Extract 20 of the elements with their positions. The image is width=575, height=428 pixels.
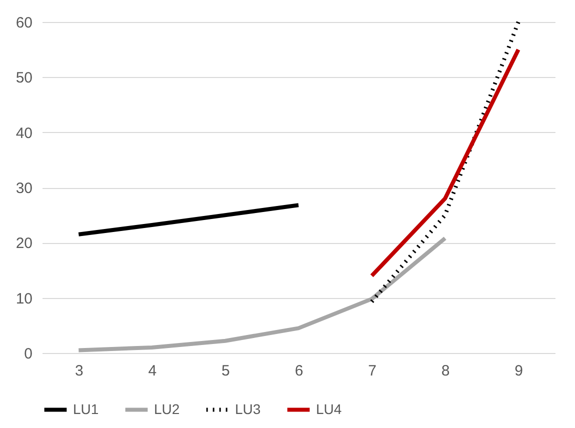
y-tick-label: 60 [16,14,32,32]
x-tick-label: 8 [441,362,450,380]
x-tick-label: 4 [148,362,157,380]
y-tick-label: 20 [16,235,32,252]
x-tick-label: 7 [368,362,376,380]
x-tick-label: 9 [514,362,524,380]
y-tick-label: 30 [16,180,32,197]
x-tick-label: 6 [294,362,304,380]
y-tick-label: 50 [16,70,32,87]
legend-label: LU3 [235,400,261,417]
x-tick-label: 5 [222,362,230,380]
legend-label: LU2 [154,400,180,417]
line-series [76,236,448,352]
line-series [76,203,300,236]
y-tick-label: 10 [16,290,32,308]
legend-label: LU1 [73,400,99,417]
y-tick-label: 40 [16,124,32,142]
y-tick-label: 0 [24,346,32,362]
x-tick-label: 3 [74,362,84,380]
legend-label: LU4 [316,400,342,417]
